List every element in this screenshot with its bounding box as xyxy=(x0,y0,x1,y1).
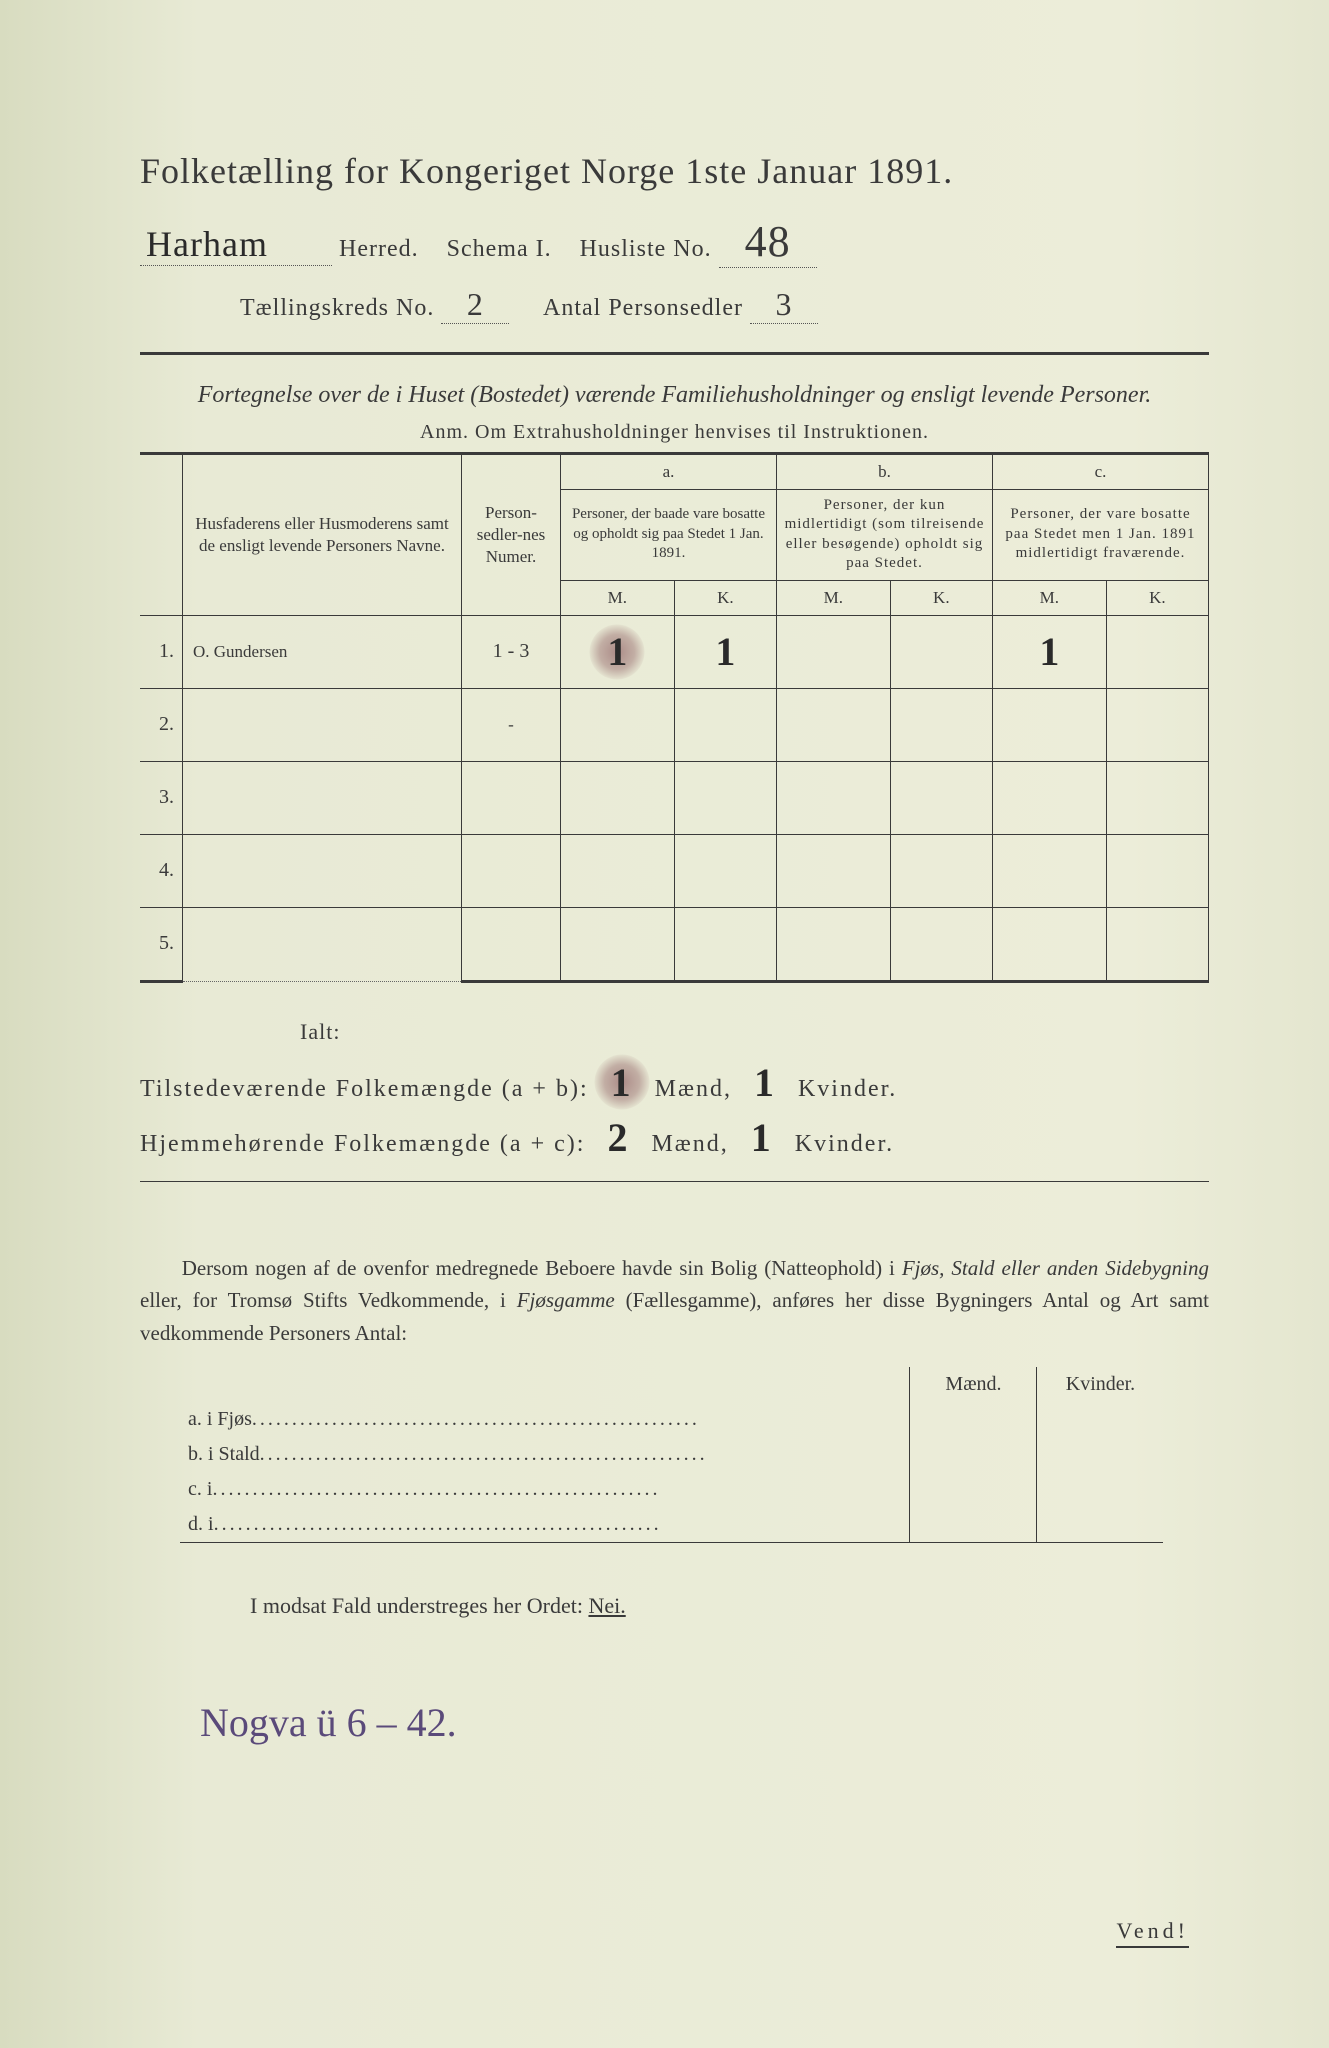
totals-block: Ialt: Tilstedeværende Folkemængde (a + b… xyxy=(140,1019,1209,1182)
a-m-cell: 1 xyxy=(561,615,675,688)
b-m: M. xyxy=(776,580,890,615)
sub-maend: Mænd. xyxy=(910,1367,1037,1402)
b-k-cell xyxy=(890,615,992,688)
b-k: K. xyxy=(890,580,992,615)
col-a-label: a. xyxy=(561,453,777,489)
kreds-number: 2 xyxy=(441,286,509,324)
sub-row: a. i Fjøs xyxy=(180,1402,1163,1437)
num-cell: 1 - 3 xyxy=(462,615,561,688)
antal-label: Antal Personsedler xyxy=(543,295,743,321)
kreds-label: Tællingskreds No. xyxy=(240,295,434,321)
page-title: Folketælling for Kongeriget Norge 1ste J… xyxy=(140,150,1209,192)
b-m-cell xyxy=(776,615,890,688)
a-k-cell: 1 xyxy=(674,615,776,688)
modsat-line: I modsat Fald understreges her Ordet: Ne… xyxy=(250,1593,1209,1619)
vend-label: Vend! xyxy=(1116,1918,1189,1948)
a-k: K. xyxy=(674,580,776,615)
col-num-header: Person-sedler-nes Numer. xyxy=(462,453,561,615)
col-b-text: Personer, der kun midlertidigt (som tilr… xyxy=(776,489,992,580)
explanatory-paragraph: Dersom nogen af de ovenfor medregnede Be… xyxy=(140,1252,1209,1350)
header-line-2: Tællingskreds No. 2 Antal Personsedler 3 xyxy=(140,286,1209,324)
nei-word: Nei. xyxy=(588,1593,625,1618)
name-cell: O. Gundersen xyxy=(183,615,462,688)
ialt-label: Ialt: xyxy=(300,1019,1209,1045)
husliste-number: 48 xyxy=(719,216,817,268)
herred-handwritten: Harham xyxy=(140,223,332,266)
table-row: 5. xyxy=(140,907,1209,981)
col-c-text: Personer, der vare bosatte paa Stedet me… xyxy=(992,489,1208,580)
col-name-header: Husfaderens eller Husmoderens samt de en… xyxy=(183,453,462,615)
schema-label: Schema I. xyxy=(447,236,552,262)
sub-table: Mænd. Kvinder. a. i Fjøs b. i Stald c. i… xyxy=(180,1367,1163,1543)
intro-text: Fortegnelse over de i Huset (Bostedet) v… xyxy=(140,379,1209,413)
col-b-label: b. xyxy=(776,453,992,489)
antal-number: 3 xyxy=(750,286,818,324)
table-row: 2. - xyxy=(140,688,1209,761)
husliste-label: Husliste No. xyxy=(580,236,712,262)
table-row: 3. xyxy=(140,761,1209,834)
totals-row-resident: Hjemmehørende Folkemængde (a + c): 2 Mæn… xyxy=(140,1114,1209,1161)
table-row: 1. O. Gundersen 1 - 3 1 1 1 xyxy=(140,615,1209,688)
col-c-label: c. xyxy=(992,453,1208,489)
divider-thick xyxy=(140,352,1209,355)
bottom-handwriting: Nogva ü 6 – 42. xyxy=(200,1699,1209,1746)
sub-row: c. i xyxy=(180,1472,1163,1507)
a-m: M. xyxy=(561,580,675,615)
herred-label: Herred. xyxy=(339,236,419,262)
c-m-cell: 1 xyxy=(992,615,1106,688)
col-a-text: Personer, der baade vare bosatte og opho… xyxy=(561,489,777,580)
table-row: 4. xyxy=(140,834,1209,907)
anm-text: Anm. Om Extrahusholdninger henvises til … xyxy=(140,421,1209,444)
sub-row: b. i Stald xyxy=(180,1437,1163,1472)
totals-row-present: Tilstedeværende Folkemængde (a + b): 1 M… xyxy=(140,1059,1209,1106)
sub-row: d. i xyxy=(180,1507,1163,1543)
main-table: Husfaderens eller Husmoderens samt de en… xyxy=(140,452,1209,983)
sub-kvinder: Kvinder. xyxy=(1037,1367,1164,1402)
c-m: M. xyxy=(992,580,1106,615)
c-k: K. xyxy=(1106,580,1208,615)
c-k-cell xyxy=(1106,615,1208,688)
header-line-1: Harham Herred. Schema I. Husliste No. 48 xyxy=(140,216,1209,268)
census-form-page: Folketælling for Kongeriget Norge 1ste J… xyxy=(0,0,1329,2048)
